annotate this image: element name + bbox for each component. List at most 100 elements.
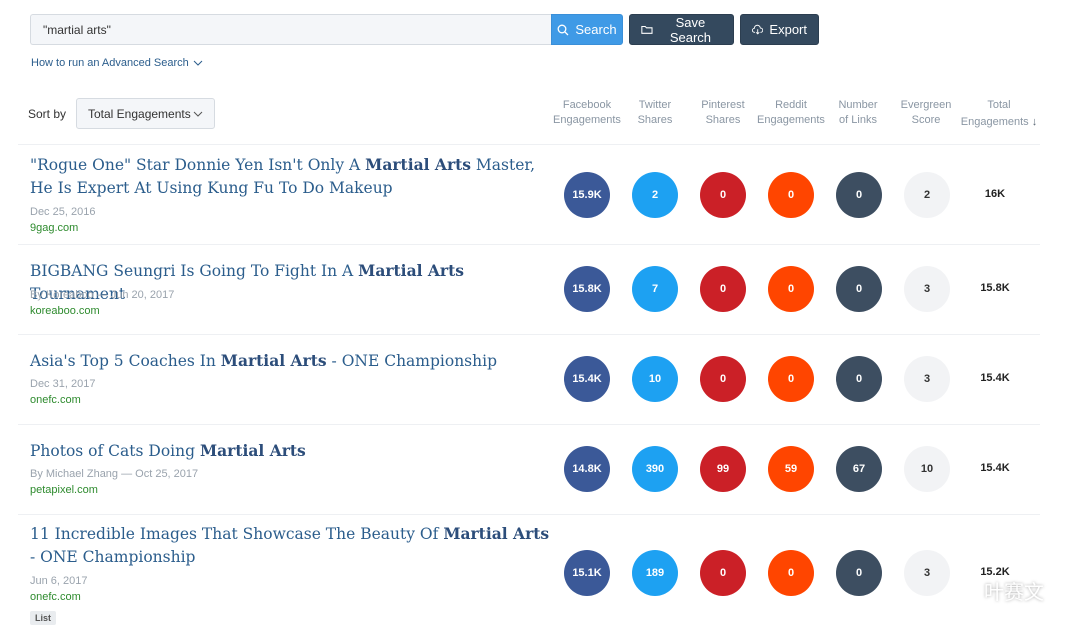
twitter-metric: 10 bbox=[632, 356, 678, 402]
column-header-line: Engagements bbox=[553, 114, 621, 126]
pinterest-metric: 0 bbox=[700, 172, 746, 218]
twitter-metric: 390 bbox=[632, 446, 678, 492]
title-text: BIGBANG Seungri Is Going To Fight In A bbox=[30, 262, 359, 280]
result-row: BIGBANG Seungri Is Going To Fight In A M… bbox=[18, 244, 1040, 334]
facebook-metric: 15.4K bbox=[564, 356, 610, 402]
total-engagements: 15.8K bbox=[980, 282, 1010, 294]
column-header-twitter[interactable]: Twitter Shares bbox=[616, 98, 694, 128]
result-title[interactable]: BIGBANG Seungri Is Going To Fight In A M… bbox=[30, 259, 550, 306]
result-row: Asia's Top 5 Coaches In Martial Arts - O… bbox=[18, 334, 1040, 424]
total-engagements: 16K bbox=[984, 188, 1006, 200]
search-button[interactable]: Search bbox=[551, 14, 623, 45]
advanced-search-link[interactable]: How to run an Advanced Search bbox=[31, 57, 203, 69]
search-button-label: Search bbox=[575, 22, 617, 37]
result-domain[interactable]: onefc.com bbox=[30, 394, 81, 406]
result-meta: Jun 6, 2017 bbox=[30, 575, 88, 587]
column-header-line: Shares bbox=[637, 114, 673, 126]
watermark: 叶赛文 bbox=[948, 576, 1044, 605]
export-button[interactable]: Export bbox=[740, 14, 819, 45]
title-text: - ONE Championship bbox=[326, 352, 498, 370]
result-title[interactable]: Asia's Top 5 Coaches In Martial Arts - O… bbox=[30, 349, 550, 373]
result-title[interactable]: Photos of Cats Doing Martial Arts bbox=[30, 439, 550, 463]
total-engagements: 15.2K bbox=[980, 566, 1010, 578]
title-text: Photos of Cats Doing bbox=[30, 442, 200, 460]
title-highlight: Martial Arts bbox=[358, 261, 464, 280]
column-header-pinterest[interactable]: Pinterest Shares bbox=[684, 98, 762, 128]
advanced-search-label: How to run an Advanced Search bbox=[31, 57, 189, 69]
result-meta: By Michael Zhang — Oct 25, 2017 bbox=[30, 468, 199, 480]
column-header-line: of Links bbox=[839, 114, 877, 126]
export-label: Export bbox=[769, 22, 807, 37]
reddit-metric: 0 bbox=[768, 356, 814, 402]
twitter-metric: 7 bbox=[632, 266, 678, 312]
facebook-metric: 15.1K bbox=[564, 550, 610, 596]
title-highlight: Martial Arts bbox=[220, 351, 327, 370]
watermark-text: 叶赛文 bbox=[984, 582, 1044, 604]
column-header-line: Engagements bbox=[960, 116, 1029, 128]
reddit-metric: 0 bbox=[768, 266, 814, 312]
sort-select[interactable]: Total Engagements bbox=[76, 98, 215, 129]
column-header-line: Reddit bbox=[775, 99, 807, 111]
result-row: 11 Incredible Images That Showcase The B… bbox=[18, 514, 1040, 641]
twitter-metric: 189 bbox=[632, 550, 678, 596]
evergreen-metric: 3 bbox=[904, 266, 950, 312]
result-row: "Rogue One" Star Donnie Yen Isn't Only A… bbox=[18, 144, 1040, 244]
search-input[interactable] bbox=[30, 14, 551, 45]
result-domain[interactable]: 9gag.com bbox=[30, 222, 79, 234]
title-text: "Rogue One" Star Donnie Yen Isn't Only A bbox=[30, 156, 366, 174]
save-search-button[interactable]: Save Search bbox=[629, 14, 734, 45]
wechat-icon bbox=[948, 579, 977, 601]
result-meta: By Koreaboo — Jun 20, 2017 bbox=[30, 289, 175, 301]
title-highlight: Martial Arts bbox=[365, 155, 471, 174]
sort-label: Sort by bbox=[28, 107, 67, 121]
evergreen-metric: 2 bbox=[904, 172, 950, 218]
total-engagements: 15.4K bbox=[980, 462, 1010, 474]
save-search-label: Save Search bbox=[669, 14, 712, 45]
links-metric: 0 bbox=[836, 266, 882, 312]
column-header-links[interactable]: Number of Links bbox=[819, 98, 897, 128]
column-header-facebook[interactable]: Facebook Engagements bbox=[548, 98, 626, 128]
reddit-metric: 59 bbox=[768, 446, 814, 492]
evergreen-metric: 3 bbox=[904, 550, 950, 596]
sort-down-arrow-icon: ↓ bbox=[1031, 116, 1038, 128]
result-domain[interactable]: petapixel.com bbox=[30, 484, 98, 496]
links-metric: 67 bbox=[836, 446, 882, 492]
column-header-line: Facebook bbox=[562, 99, 612, 111]
search-bar: Search Save Search Export bbox=[30, 14, 819, 45]
result-badge: List bbox=[30, 611, 57, 625]
chevron-down-icon bbox=[193, 60, 203, 66]
column-header-line: Evergreen bbox=[900, 99, 952, 111]
pinterest-metric: 99 bbox=[700, 446, 746, 492]
title-text: Tournament bbox=[30, 285, 126, 303]
title-text: - ONE Championship bbox=[30, 548, 196, 566]
links-metric: 0 bbox=[836, 356, 882, 402]
result-domain[interactable]: onefc.com bbox=[30, 591, 81, 603]
title-text: 11 Incredible Images That Showcase The B… bbox=[30, 525, 444, 543]
facebook-metric: 15.8K bbox=[564, 266, 610, 312]
column-header-evergreen[interactable]: Evergreen Score bbox=[887, 98, 965, 128]
search-icon bbox=[557, 24, 569, 35]
total-engagements: 15.4K bbox=[980, 372, 1010, 384]
result-domain[interactable]: koreaboo.com bbox=[30, 305, 100, 317]
folder-icon bbox=[641, 26, 653, 34]
column-header-line: Engagements bbox=[757, 114, 825, 126]
column-header-total[interactable]: Total Engagements ↓ bbox=[956, 98, 1042, 130]
result-title[interactable]: "Rogue One" Star Donnie Yen Isn't Only A… bbox=[30, 153, 550, 200]
pinterest-metric: 0 bbox=[700, 266, 746, 312]
column-header-reddit[interactable]: Reddit Engagements bbox=[752, 98, 830, 128]
title-highlight: Martial Arts bbox=[199, 441, 306, 460]
links-metric: 0 bbox=[836, 172, 882, 218]
reddit-metric: 0 bbox=[768, 172, 814, 218]
result-meta: Dec 25, 2016 bbox=[30, 206, 96, 218]
cloud-download-icon bbox=[752, 24, 764, 34]
evergreen-metric: 10 bbox=[904, 446, 950, 492]
result-title[interactable]: 11 Incredible Images That Showcase The B… bbox=[30, 522, 550, 569]
evergreen-metric: 3 bbox=[904, 356, 950, 402]
result-meta: Dec 31, 2017 bbox=[30, 378, 96, 390]
reddit-metric: 0 bbox=[768, 550, 814, 596]
facebook-metric: 14.8K bbox=[564, 446, 610, 492]
sort-selected-value: Total Engagements bbox=[88, 106, 191, 121]
chevron-down-icon bbox=[193, 111, 203, 117]
title-highlight: Martial Arts bbox=[443, 524, 550, 543]
facebook-metric: 15.9K bbox=[564, 172, 610, 218]
